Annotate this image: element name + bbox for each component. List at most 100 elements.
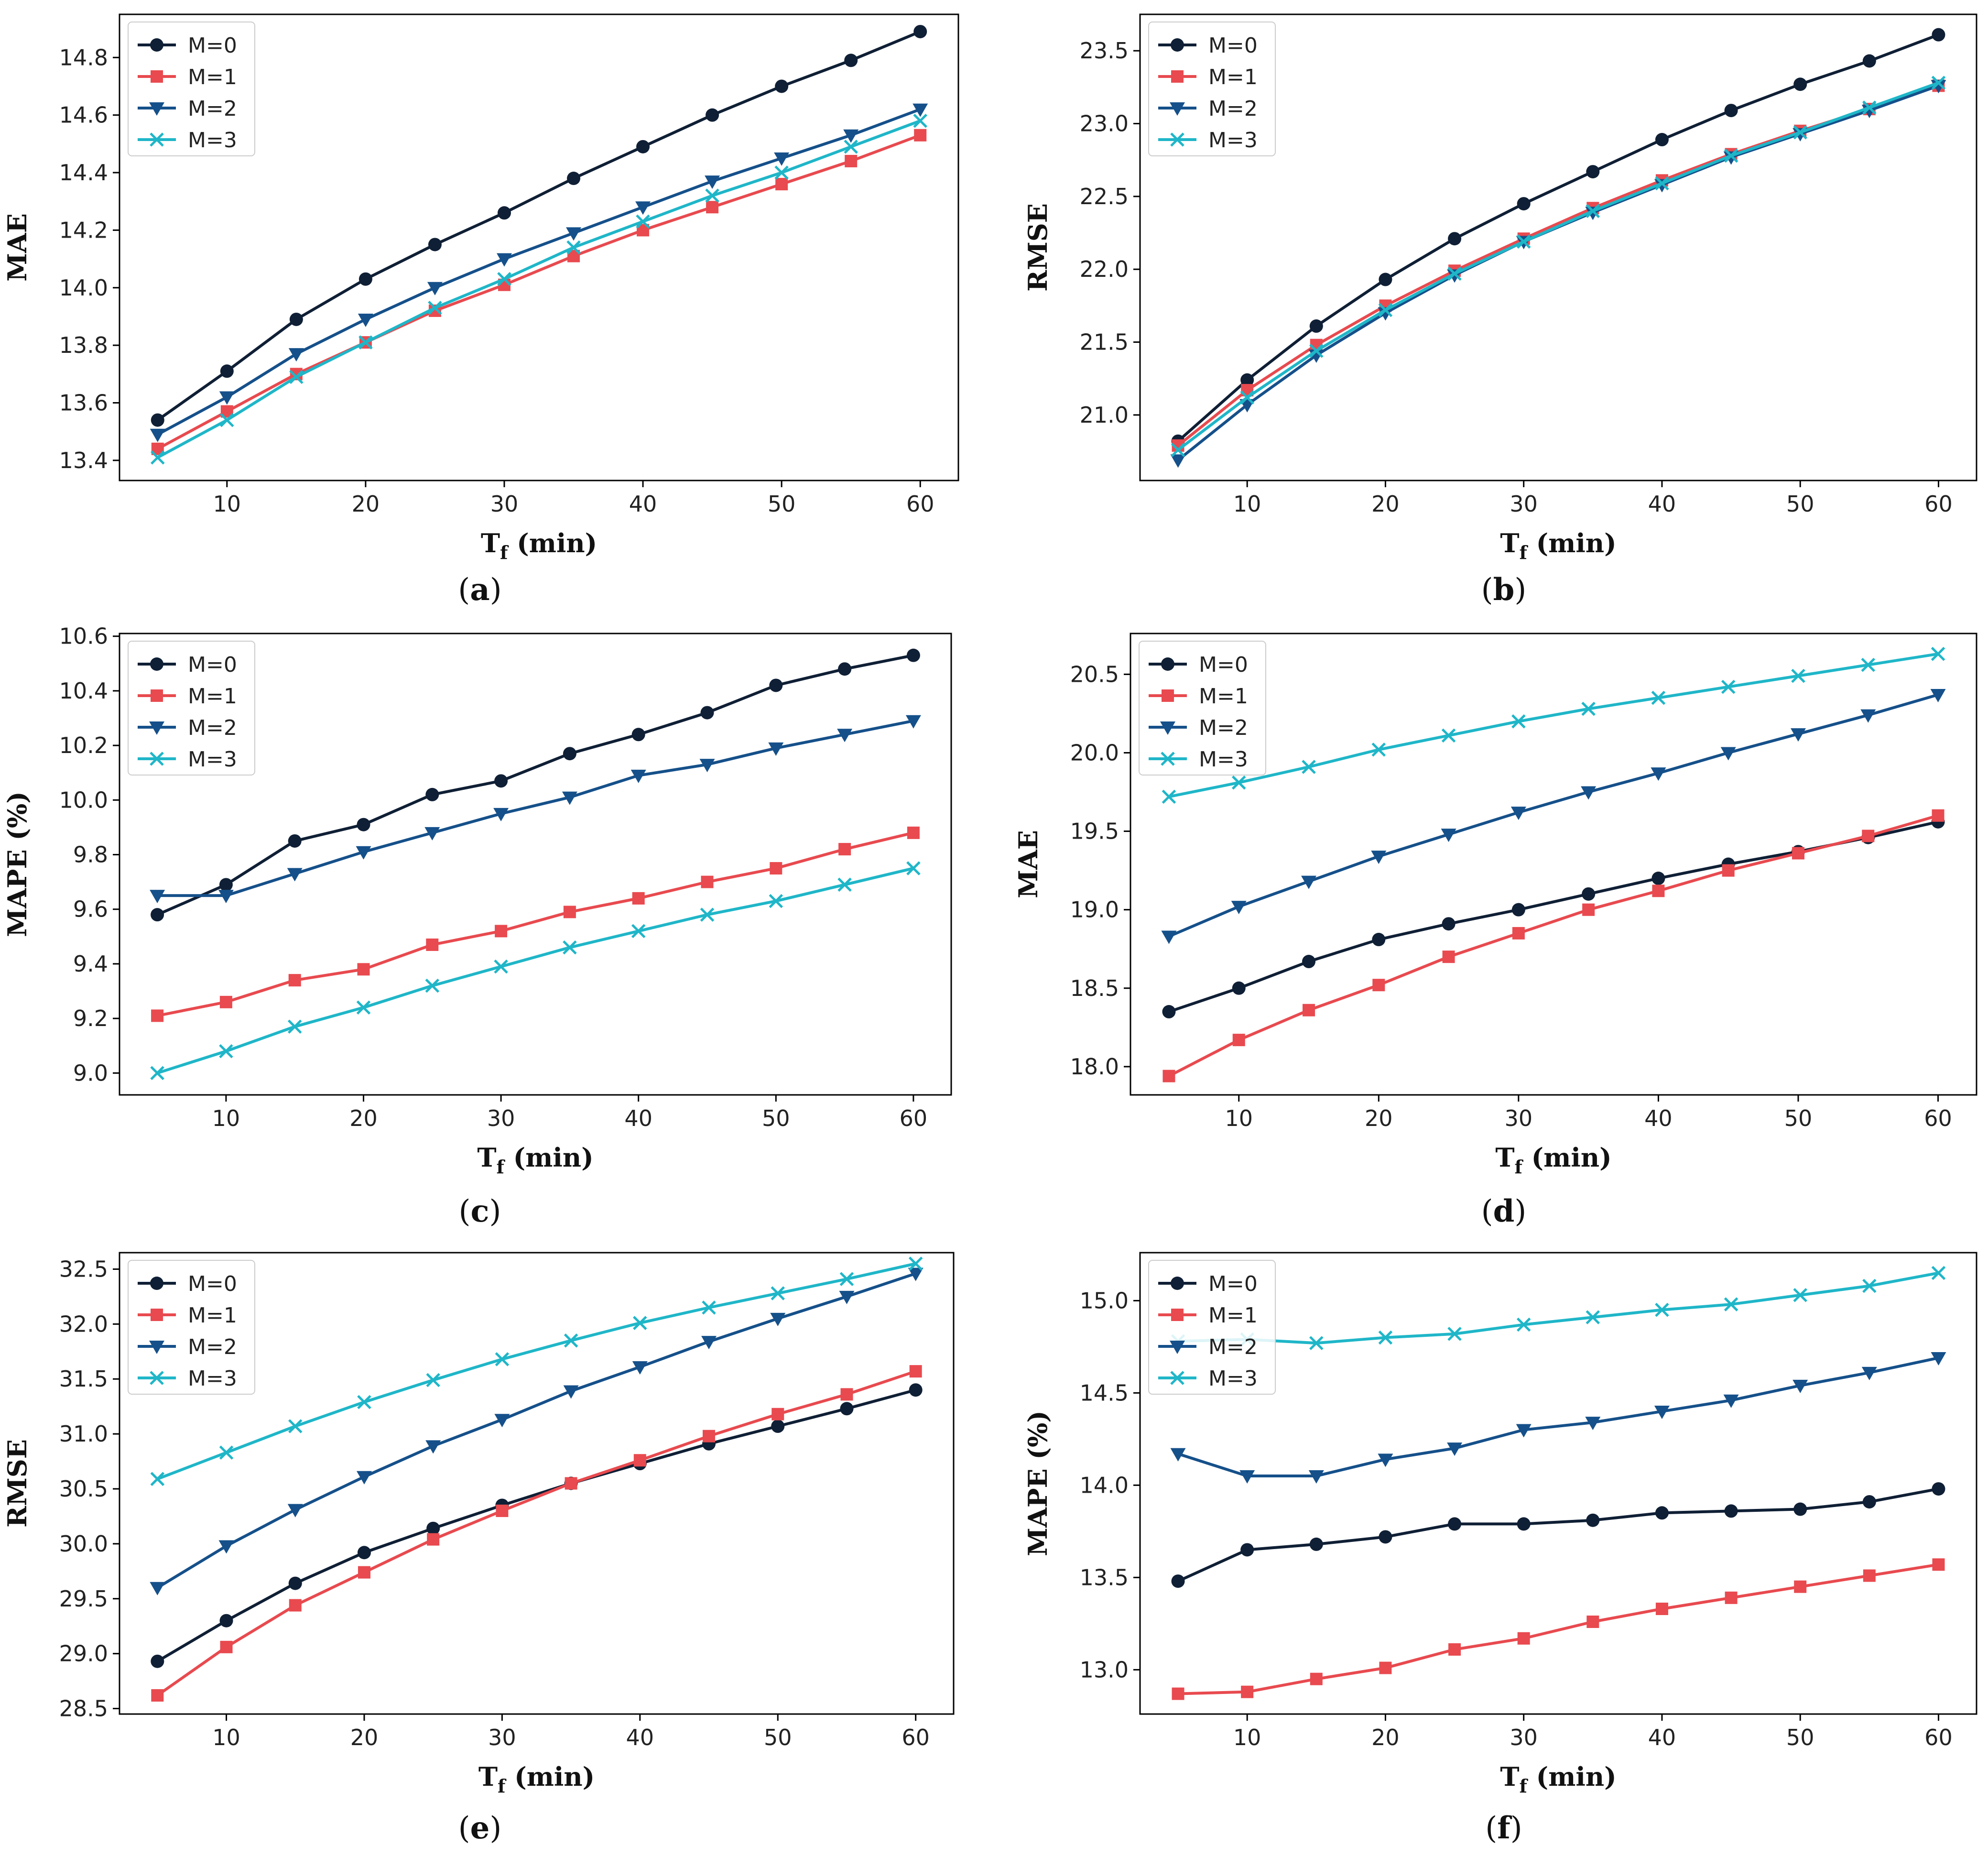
series-m-0 — [151, 648, 920, 922]
data-point — [1862, 1495, 1876, 1509]
data-point — [1931, 1352, 1946, 1366]
legend-label: M=3 — [188, 128, 237, 153]
data-point — [775, 79, 789, 93]
x-tick-label: 40 — [1648, 1725, 1676, 1750]
series-m-3 — [151, 113, 927, 465]
data-point — [914, 129, 927, 142]
data-point — [1586, 1310, 1600, 1324]
data-point — [1448, 1643, 1461, 1656]
data-point — [771, 1420, 785, 1433]
legend-box — [1148, 1260, 1276, 1395]
data-point — [701, 875, 714, 888]
series-m-2 — [1170, 80, 1946, 468]
series-line — [157, 719, 914, 897]
y-tick-label: 10.2 — [59, 732, 108, 758]
legend: M=0 M=1 M=2 M=3 — [128, 22, 255, 156]
x-tick-label: 20 — [350, 1725, 379, 1750]
data-point — [1860, 709, 1876, 723]
legend-label: M=1 — [1199, 684, 1248, 709]
data-point — [1932, 809, 1945, 822]
data-point — [1863, 1569, 1876, 1582]
data-point — [1172, 1687, 1184, 1700]
series-line — [1177, 1487, 1939, 1583]
x-tick-label: 50 — [1786, 1725, 1814, 1750]
data-point — [1231, 901, 1247, 915]
series-m-2 — [150, 715, 921, 904]
data-point — [426, 938, 439, 951]
panel-caption: (d) — [1481, 1193, 1527, 1229]
data-point — [494, 959, 508, 974]
data-point — [701, 1336, 717, 1350]
data-point — [1232, 981, 1246, 995]
data-point — [567, 172, 581, 186]
x-tick-label: 20 — [349, 1105, 378, 1131]
data-point — [844, 54, 858, 67]
data-point — [632, 1361, 648, 1375]
y-tick-label: 23.5 — [1080, 38, 1129, 64]
data-point — [1655, 1302, 1669, 1317]
data-point — [909, 1383, 923, 1397]
y-tick-label: 14.5 — [1080, 1380, 1129, 1406]
plot-frame — [119, 633, 952, 1096]
legend-label: M=2 — [1199, 716, 1248, 740]
x-tick-label: 10 — [213, 491, 241, 517]
series-m-1 — [151, 129, 927, 455]
x-tick-label: 10 — [212, 1105, 240, 1131]
data-point — [906, 861, 921, 875]
y-tick-label: 15.0 — [1080, 1288, 1129, 1313]
data-point — [220, 364, 234, 378]
data-point — [1302, 760, 1316, 774]
data-point — [1586, 165, 1600, 179]
legend-marker — [150, 1277, 163, 1290]
legend: M=0 M=1 M=2 M=3 — [1148, 22, 1276, 156]
data-point — [357, 1546, 371, 1560]
data-point — [566, 227, 582, 241]
data-point — [1862, 1278, 1877, 1293]
legend-label: M=3 — [188, 747, 237, 772]
data-point — [1724, 1504, 1738, 1518]
x-tick-label: 60 — [906, 491, 934, 517]
data-point — [1442, 917, 1456, 931]
plot-frame — [119, 1252, 955, 1715]
data-point — [1231, 776, 1246, 790]
legend-marker — [1170, 1371, 1184, 1385]
data-point — [636, 140, 650, 153]
data-point — [497, 272, 511, 286]
data-point — [358, 313, 373, 327]
legend-label: M=0 — [188, 653, 237, 677]
x-tick-label: 30 — [490, 491, 519, 517]
data-point — [219, 1614, 233, 1628]
y-tick-label: 14.2 — [59, 217, 108, 243]
data-point — [1516, 1317, 1531, 1332]
data-point — [1379, 1530, 1392, 1544]
y-tick-label: 14.6 — [59, 102, 108, 128]
series-m-1 — [151, 1365, 922, 1702]
y-tick-label: 21.0 — [1080, 402, 1129, 428]
data-point — [706, 201, 719, 214]
data-point — [1792, 1379, 1808, 1393]
x-tick-label: 20 — [1365, 1105, 1393, 1131]
y-tick-label: 14.0 — [59, 275, 108, 301]
data-point — [218, 890, 234, 904]
x-tick-label: 40 — [629, 491, 657, 517]
data-point — [1516, 1424, 1532, 1438]
legend-marker — [1170, 102, 1185, 116]
y-tick-label: 9.0 — [73, 1060, 108, 1086]
data-point — [1517, 197, 1531, 211]
legend: M=0 M=1 M=2 M=3 — [1139, 641, 1266, 776]
y-tick-label: 21.5 — [1080, 329, 1129, 355]
x-tick-label: 60 — [1924, 1105, 1952, 1131]
data-point — [1240, 1543, 1254, 1557]
data-point — [1655, 176, 1669, 191]
data-point — [358, 1566, 370, 1579]
y-tick-label: 20.5 — [1070, 661, 1119, 687]
data-point — [838, 662, 852, 676]
legend-label: M=0 — [1208, 1272, 1258, 1296]
data-point — [494, 774, 508, 788]
series-line — [1177, 1356, 1939, 1478]
x-axis-label: Tf (min) — [478, 1761, 595, 1797]
data-point — [288, 1576, 302, 1590]
legend-label: M=3 — [1208, 1366, 1258, 1391]
data-point — [1510, 807, 1526, 820]
chart-panel-2: 10 20 30 40 50 60 21.0 21.5 22.0 22.5 23.0 23.5 Tf (… — [1022, 13, 1977, 608]
